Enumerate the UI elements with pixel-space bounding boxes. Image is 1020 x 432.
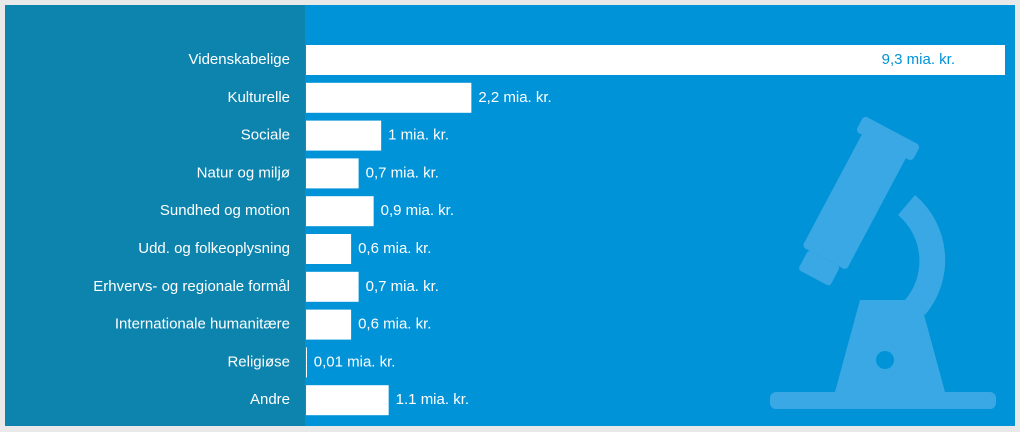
value-label: 0,6 mia. kr. (358, 316, 431, 333)
category-label: Videnskabelige (189, 51, 290, 68)
value-label: 2,2 mia. kr. (478, 89, 551, 106)
value-label: 0,7 mia. kr. (366, 278, 439, 295)
category-label: Sociale (241, 127, 290, 144)
category-label: Religiøse (227, 353, 290, 370)
bar (306, 310, 351, 340)
category-label: Andre (250, 391, 290, 408)
value-label: 0,7 mia. kr. (366, 164, 439, 181)
category-label: Internationale humanitære (115, 316, 290, 333)
bar (306, 234, 351, 264)
value-label: 0,01 mia. kr. (314, 353, 396, 370)
bar (306, 347, 307, 377)
category-label: Natur og miljø (197, 164, 290, 181)
value-label: 9,3 mia. kr. (882, 51, 955, 68)
category-label: Kulturelle (227, 89, 290, 106)
bar (306, 272, 359, 302)
chart: Videnskabelige 9,3 mia. kr. Kulturelle 2,2 … (0, 0, 1020, 432)
value-label: 1.1 mia. kr. (396, 391, 469, 408)
category-label: Udd. og folkeoplysning (138, 240, 290, 257)
bar (306, 196, 374, 226)
category-label: Erhvervs- og regionale formål (93, 278, 290, 295)
bar (306, 83, 471, 113)
value-label: 0,9 mia. kr. (381, 202, 454, 219)
bar (306, 121, 381, 151)
category-label: Sundhed og motion (160, 202, 290, 219)
bar (306, 385, 389, 415)
value-label: 1 mia. kr. (388, 127, 449, 144)
bar (306, 158, 359, 188)
value-label: 0,6 mia. kr. (358, 240, 431, 257)
